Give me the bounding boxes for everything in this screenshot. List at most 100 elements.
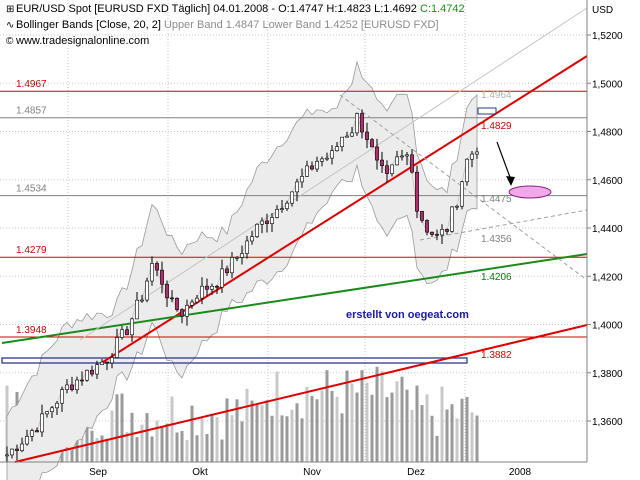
volume-bar (335, 396, 339, 462)
candle-body (315, 161, 319, 170)
volume-bar (405, 389, 409, 462)
candle-body (395, 156, 399, 166)
y-tick-label: 1,4400 (592, 224, 623, 235)
candle-body (345, 135, 349, 138)
close-label: C:1.4742 (420, 3, 465, 15)
volume-bar (130, 412, 134, 462)
volume-bar (470, 412, 474, 462)
candle-body (10, 448, 14, 456)
candle-body (5, 454, 9, 457)
candle-body (360, 113, 364, 133)
volume-bar (305, 386, 309, 462)
support-zone (1, 357, 468, 364)
volume-bar (320, 390, 324, 462)
candle-body (105, 361, 109, 364)
candle-body (260, 220, 264, 225)
candle-body (230, 257, 234, 274)
volume-bar (360, 370, 364, 462)
candle-body (445, 229, 449, 232)
candle-body (220, 268, 224, 288)
volume-bar (430, 415, 434, 462)
volume-bar (420, 405, 424, 462)
candle-body (160, 269, 164, 285)
candle-body (50, 407, 54, 412)
forecast-arrowhead (506, 176, 515, 186)
y-tick-label: 1,3600 (592, 417, 623, 428)
right-level-label: 1.4356 (481, 234, 512, 245)
bands-label: Upper Band 1.4847 Lower Band 1.4252 [EUR… (163, 19, 439, 31)
candle-body (390, 164, 394, 174)
candle-body (30, 430, 34, 437)
candle-body (325, 157, 329, 160)
volume-bar (145, 413, 149, 462)
volume-bar (270, 415, 274, 462)
chart-icon: ⊞ (6, 4, 15, 15)
level-label: 1.4534 (16, 184, 47, 195)
volume-bar (450, 404, 454, 462)
volume-bar (100, 435, 104, 462)
trend-line-lower (14, 324, 588, 463)
volume-bar (170, 396, 174, 462)
horizontal-levels: 1.4967 1.4857 1.4534 1.4279 1.3948 (0, 79, 587, 364)
y-tick-label: 1,4800 (592, 128, 623, 139)
candle-body (440, 229, 444, 236)
y-tick-label: 1,4000 (592, 321, 623, 332)
volume-bar (255, 404, 259, 462)
target-ellipse (508, 185, 552, 199)
y-tick-label: 1,5000 (592, 79, 623, 90)
candle-body (60, 389, 64, 404)
volume-bar (445, 409, 449, 462)
y-axis-unit: USD (592, 5, 613, 16)
volume-bar (165, 423, 169, 462)
right-level-label: 1.4475 (481, 194, 512, 205)
candle-body (85, 369, 89, 381)
volume-bar (370, 394, 374, 462)
volume-bar (395, 381, 399, 462)
candle-body (465, 158, 469, 183)
volume-bar (460, 398, 464, 462)
candle-body (75, 379, 79, 391)
volume-bar (435, 435, 439, 462)
candle-body (250, 236, 254, 242)
candle-body (310, 165, 314, 170)
volume-bar (355, 392, 359, 462)
candle-body (20, 443, 24, 451)
candle-body (430, 231, 434, 235)
indicator-label: Bollinger Bands [Close, 20, 2] (16, 19, 161, 31)
candle-body (15, 448, 19, 451)
right-level-label: 1.4206 (481, 272, 512, 283)
candle-body (400, 155, 404, 158)
candle-body (355, 113, 359, 134)
y-tick-label: 1,4200 (592, 272, 623, 283)
volume-bar (105, 438, 109, 462)
instrument-label: EUR/USD Spot [EURUSD FXD Täglich] (16, 3, 211, 15)
volume-bar (195, 435, 199, 462)
bollinger-band-area (6, 60, 478, 480)
volume-bar (200, 417, 204, 462)
volume-bar (365, 382, 369, 462)
candle-body (405, 154, 409, 157)
candle-body (95, 364, 99, 375)
candle-body (300, 176, 304, 183)
volume-bar (415, 385, 419, 462)
candle-body (185, 305, 189, 317)
candle-body (190, 301, 194, 306)
candle-body (335, 146, 339, 152)
candle-body (100, 361, 104, 365)
volume-bar (240, 421, 244, 462)
candle-body (125, 329, 129, 336)
y-tick-label: 1,5200 (592, 31, 623, 42)
volume-bar (345, 370, 349, 462)
candle-body (65, 384, 69, 390)
axes: USD 1,5200 1,5000 1,4800 1,4600 1,4400 1,4200 1… (0, 0, 623, 478)
x-tick-label: Sep (89, 467, 107, 478)
volume-bar (215, 417, 219, 462)
candle-body (475, 151, 479, 155)
candle-body (215, 285, 219, 288)
volume-bar (260, 405, 264, 462)
candle-body (290, 191, 294, 204)
candle-body (170, 297, 174, 300)
candle-body (150, 263, 154, 282)
candle-body (180, 309, 184, 317)
date-label: 04.01.2008 (213, 3, 269, 15)
